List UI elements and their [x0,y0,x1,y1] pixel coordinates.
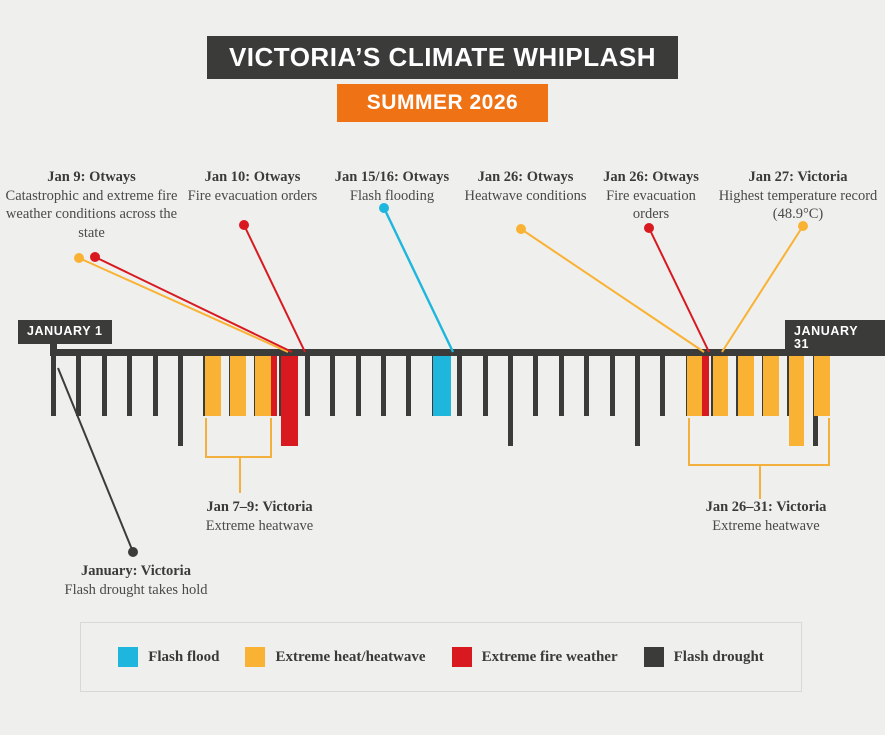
legend-label: Extreme heat/heatwave [275,648,426,665]
timeline-tick-day-2 [76,356,82,416]
legend-label: Flash drought [673,648,764,665]
timeline-tick-day-1 [51,356,56,416]
callout-jan10-otways: Jan 10: Otways Fire evacuation orders [180,168,325,205]
legend-label: Flash flood [148,648,220,665]
callout-jan27-victoria: Jan 27: Victoria Highest temperature rec… [718,168,878,224]
timeline-tick-day-17 [457,356,463,416]
legend-swatch-icon [118,647,139,667]
bar-heat-day-28 [737,356,754,416]
connector-jan26-heat [520,228,705,353]
bar-heat-day-27 [712,356,729,416]
connector-dot-flash-drought [128,547,138,557]
axis-start-label: JANUARY 1 [18,320,112,344]
bar-fire-day-9 [270,356,278,416]
timeline-tick-day-5 [152,356,158,416]
connector-flash-drought [57,367,134,553]
bar-heat-day-9 [255,356,271,416]
drought-body: Flash drought takes hold [64,581,208,598]
bar-flood-day-16 [432,356,451,416]
timeline-tick-day-21 [558,356,564,416]
callout-head: Jan 26: Otways [477,169,574,185]
bar-heat-day-26 [686,356,703,416]
callout-jan9-otways: Jan 9: Otways Catastrophic and extreme f… [4,168,179,242]
connector-dot-jan26-fire [644,223,654,233]
legend-swatch-icon [643,647,664,667]
bar-heat-day-8 [230,356,246,416]
connector-jan16-flood [382,207,455,353]
legend-label: Extreme fire weather [481,648,618,665]
timeline-tick-day-22 [584,356,590,416]
bar-fire-day-10 [280,356,299,446]
bracket-jan26-31 [687,418,831,466]
axis-end-label: JANUARY 31 [785,320,885,356]
callout-body: Catastrophic and extreme fire weather co… [5,187,178,241]
connector-jan9-fire [94,256,293,353]
bracket-jan7-9-stem [238,458,241,493]
callout-head: Jan 26: Otways [603,169,699,185]
timeline-tick-day-12 [330,356,336,416]
callout-jan15-16-otways: Jan 15/16: Otways Flash flooding [318,168,466,205]
bar-heat-day-30 [788,356,805,446]
timeline-tick-day-20 [533,356,539,416]
legend-item-3[interactable]: Flash drought [643,647,764,667]
callout-body: Fire evacuation orders [187,187,318,204]
bracket-head: Jan 7–9: Victoria [206,499,313,515]
page-title: VICTORIA’S CLIMATE WHIPLASH [206,36,679,79]
callout-body: Heatwave conditions [464,187,587,204]
callout-head: Jan 15/16: Otways [334,169,450,185]
connector-dot-jan26-heat [516,224,526,234]
timeline-tick-day-25 [660,356,666,416]
timeline-tick-day-14 [381,356,387,416]
page-subtitle: SUMMER 2026 [336,84,549,122]
bracket-jan7-9 [205,418,272,458]
bracket-jan26-31-stem [759,466,762,499]
timeline-tick-day-15 [406,356,412,416]
timeline-tick-day-3 [101,356,107,416]
legend-swatch-icon [245,647,266,667]
bar-heat-day-29 [763,356,780,416]
bracket-body: Extreme heatwave [712,517,820,534]
timeline-tick-day-6 [177,356,183,446]
bar-heat-day-7 [204,356,221,416]
connector-dot-jan9-heat [74,253,84,263]
bracket-label-jan26-31: Jan 26–31: Victoria Extreme heatwave [676,498,856,536]
legend: Flash flood Extreme heat/heatwave Extreme … [80,622,802,692]
legend-swatch-icon [451,647,472,667]
legend-item-0[interactable]: Flash flood [118,647,219,667]
timeline-tick-day-23 [609,356,615,416]
legend-item-2[interactable]: Extreme fire weather [451,647,618,667]
callout-head: Jan 27: Victoria [748,169,848,185]
callout-body: Flash flooding [349,187,435,204]
callout-jan26-otways-heat: Jan 26: Otways Heatwave conditions [463,168,588,205]
bar-fire-day-26 [702,356,710,416]
legend-item-1[interactable]: Extreme heat/heatwave [245,647,426,667]
connector-dot-jan10-fire [239,220,249,230]
bar-heat-day-31 [814,356,830,416]
callout-jan26-otways-fire: Jan 26: Otways Fire evacuation orders [588,168,714,224]
timeline-tick-day-19 [507,356,513,446]
timeline-axis [50,349,837,356]
bracket-body: Extreme heatwave [205,517,314,534]
title-container: VICTORIA’S CLIMATE WHIPLASH [0,36,885,79]
callout-flash-drought: January: Victoria Flash drought takes ho… [30,562,242,600]
timeline-tick-day-13 [355,356,361,416]
timeline-tick-day-4 [127,356,133,416]
callout-head: Jan 9: Otways [47,169,136,185]
bracket-label-jan7-9: Jan 7–9: Victoria Extreme heatwave [172,498,347,536]
subtitle-container: SUMMER 2026 [0,84,885,122]
callout-body: Fire evacuation orders [606,187,696,223]
timeline-tick-day-18 [482,356,488,416]
callout-head: Jan 10: Otways [204,169,301,185]
connector-jan10-fire [243,224,306,353]
timeline-tick-day-24 [634,356,640,446]
connector-jan26-fire [648,227,710,353]
bracket-head: Jan 26–31: Victoria [705,499,827,515]
drought-head: January: Victoria [81,563,191,579]
timeline-tick-day-11 [304,356,310,416]
callout-body: Highest temperature record (48.9°C) [718,187,878,223]
connector-dot-jan9-fire [90,252,100,262]
